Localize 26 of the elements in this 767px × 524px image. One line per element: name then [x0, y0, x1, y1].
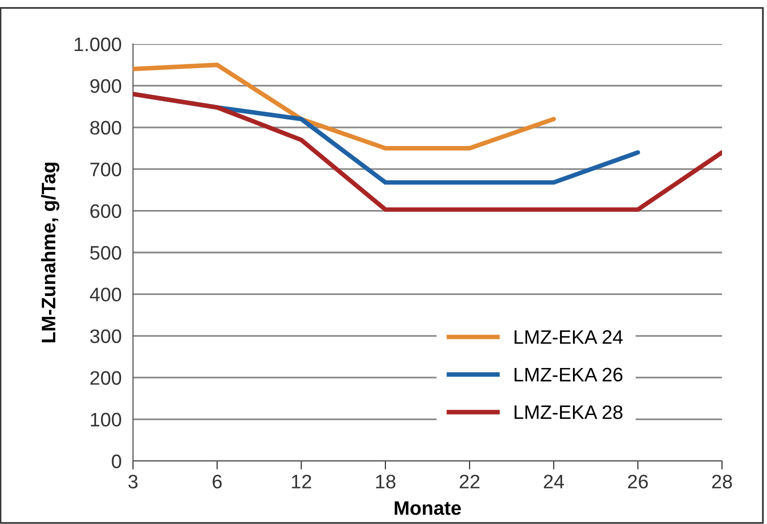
x-tick-label: 24 [544, 474, 564, 488]
line-series [133, 62, 556, 150]
y-tick-label: 0 [112, 454, 122, 468]
x-tick-label: 12 [292, 474, 312, 488]
line-series [133, 92, 722, 212]
x-tick-label: 22 [460, 474, 480, 488]
y-tick-label: 800 [90, 120, 122, 135]
x-tick-label: 28 [712, 474, 732, 488]
legend-label: LMZ-EKA 28 [514, 405, 622, 420]
y-tick-label: 300 [90, 329, 122, 344]
y-tick-label: 1.000 [74, 37, 122, 52]
y-tick-label: 500 [90, 246, 122, 260]
y-tick-label: 900 [90, 79, 122, 93]
x-tick-label: 3 [128, 474, 138, 488]
y-tick-label: 700 [90, 162, 122, 176]
x-axis-title: Monate [394, 501, 461, 515]
y-tick-label: 100 [90, 412, 122, 427]
y-axis-title: LM-Zunahme, g/Tag [41, 162, 60, 342]
legend-label: LMZ-EKA 24 [514, 330, 623, 344]
legend-label: LMZ-EKA 26 [514, 368, 622, 382]
y-tick-label: 400 [90, 288, 122, 302]
x-tick-label: 6 [212, 474, 222, 488]
x-tick-label: 26 [628, 474, 648, 488]
y-tick-label: 600 [90, 204, 122, 218]
x-tick-label: 18 [376, 474, 396, 488]
y-tick-label: 200 [90, 371, 122, 385]
